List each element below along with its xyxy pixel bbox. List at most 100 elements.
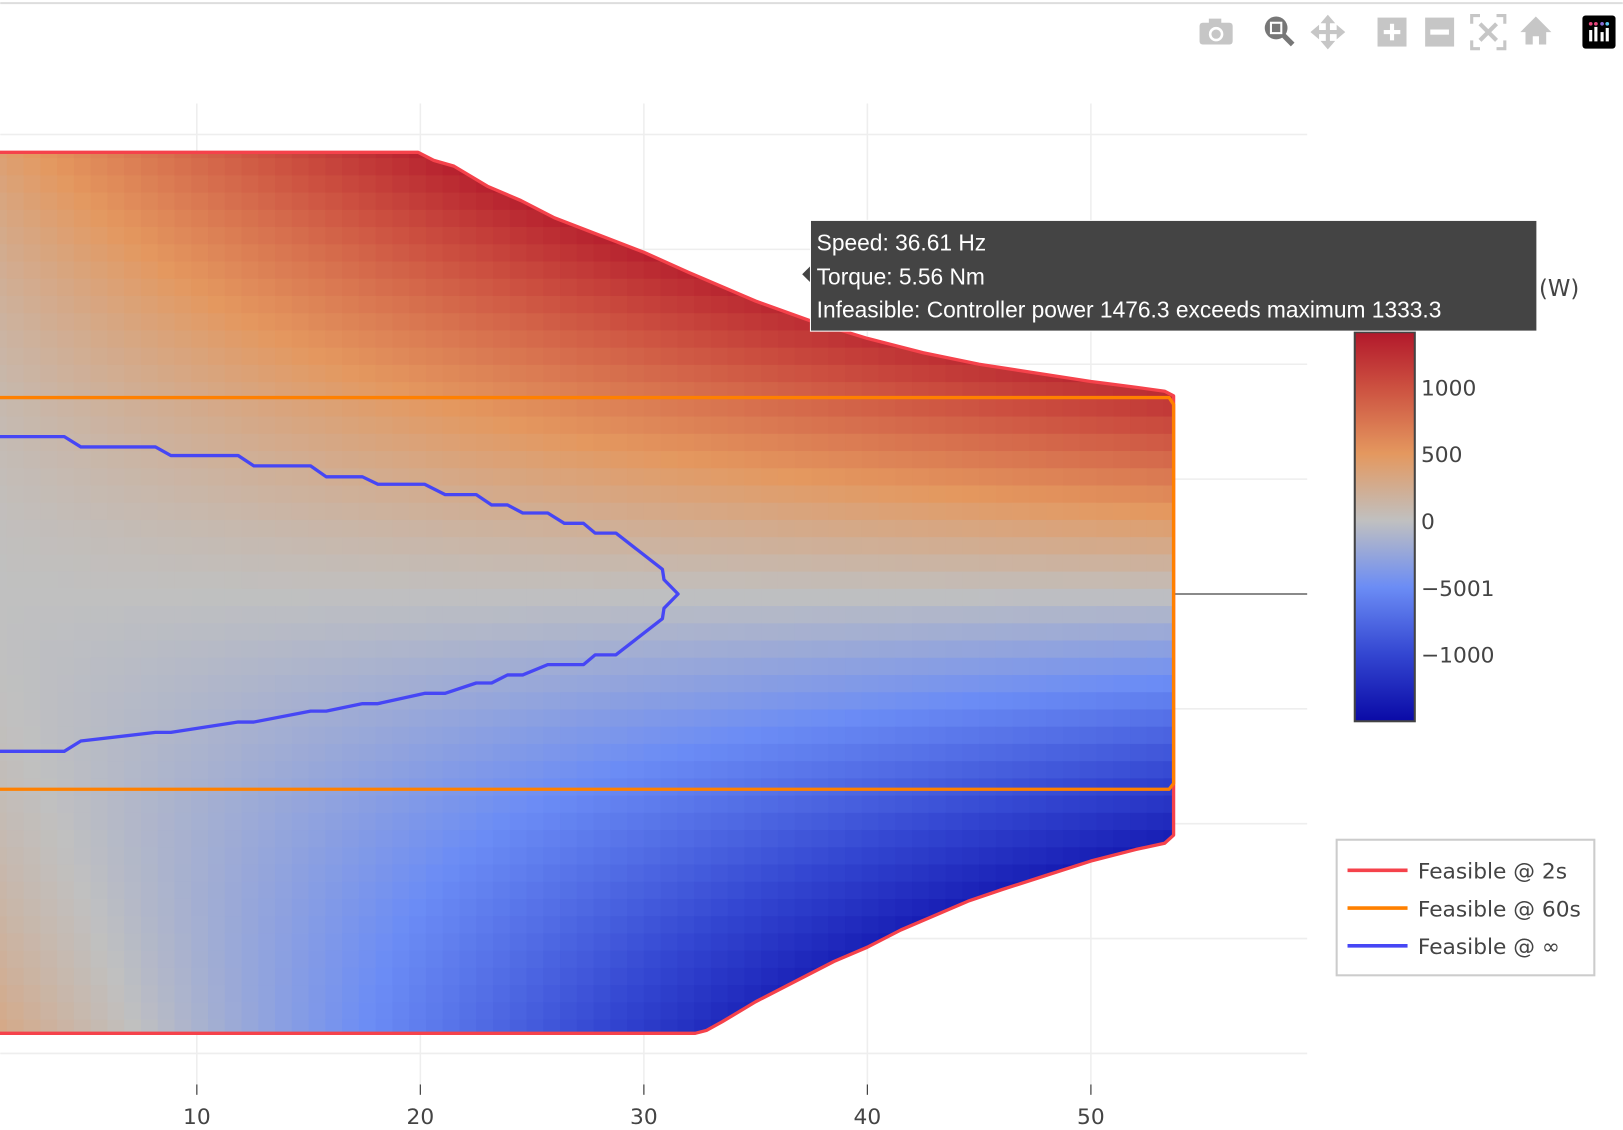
heatmap-cell bbox=[761, 123, 778, 141]
heatmap-cell bbox=[23, 519, 41, 538]
zoom-out-icon[interactable] bbox=[1425, 17, 1455, 47]
heatmap-cell bbox=[342, 829, 360, 848]
heatmap-cell bbox=[962, 846, 980, 865]
heatmap-cell bbox=[375, 829, 394, 848]
heatmap-cell bbox=[191, 467, 209, 486]
heatmap-cell bbox=[694, 829, 712, 848]
heatmap-cell bbox=[1146, 191, 1165, 210]
plotly-logo-icon[interactable] bbox=[1582, 15, 1616, 49]
heatmap-cell bbox=[710, 622, 729, 641]
heatmap-cell bbox=[157, 588, 176, 607]
heatmap-cell bbox=[979, 726, 997, 744]
heatmap-cell bbox=[878, 881, 896, 899]
legend-item-label: Feasible @ ∞ bbox=[1418, 935, 1560, 960]
heatmap-cell bbox=[376, 123, 393, 141]
heatmap-cell bbox=[291, 898, 310, 917]
heatmap-cell bbox=[828, 898, 846, 917]
heatmap-cell bbox=[459, 967, 477, 986]
heatmap-cell bbox=[107, 243, 125, 262]
heatmap-cell bbox=[6, 415, 25, 434]
home-icon[interactable] bbox=[1520, 16, 1552, 45]
heatmap-cell bbox=[191, 243, 209, 262]
heatmap-cell bbox=[694, 152, 712, 159]
heatmap-cell bbox=[0, 433, 8, 452]
heatmap-cell bbox=[543, 278, 561, 296]
heatmap-cell bbox=[1046, 708, 1064, 727]
heatmap-cell bbox=[73, 536, 92, 555]
heatmap-cell bbox=[23, 657, 41, 675]
heatmap-cell bbox=[6, 950, 25, 968]
heatmap-cell bbox=[777, 588, 796, 607]
heatmap-cell bbox=[710, 777, 729, 796]
heatmap-cell bbox=[90, 312, 109, 331]
heatmap-cell bbox=[777, 157, 796, 176]
heatmap-cell bbox=[828, 398, 846, 417]
heatmap-cell bbox=[1012, 743, 1031, 762]
heatmap-cell bbox=[761, 278, 779, 296]
heatmap-cell bbox=[409, 760, 427, 779]
pan-icon[interactable] bbox=[1310, 14, 1346, 50]
heatmap-cell bbox=[744, 743, 762, 762]
heatmap-cell bbox=[6, 932, 25, 951]
heatmap-cell bbox=[777, 622, 796, 641]
heatmap-cell bbox=[191, 123, 208, 141]
heatmap-cell bbox=[610, 622, 628, 641]
heatmap-cell bbox=[392, 708, 410, 727]
heatmap-cell bbox=[677, 674, 695, 693]
heatmap-cell bbox=[845, 743, 863, 762]
heatmap-cell bbox=[1029, 691, 1047, 710]
heatmap-cell bbox=[761, 881, 779, 899]
heatmap-cell bbox=[6, 484, 25, 503]
heatmap-cell bbox=[895, 639, 913, 658]
zoom-in-icon[interactable] bbox=[1377, 17, 1407, 47]
heatmap-cell bbox=[509, 622, 528, 641]
heatmap-cell bbox=[744, 674, 762, 693]
heatmap-cell bbox=[710, 243, 729, 262]
heatmap-cell bbox=[241, 152, 259, 159]
heatmap-cell bbox=[845, 691, 863, 710]
heatmap-cell bbox=[694, 777, 712, 796]
heatmap-cell bbox=[627, 329, 645, 348]
heatmap-cell bbox=[1062, 588, 1081, 607]
heatmap-cell bbox=[526, 967, 544, 986]
heatmap-cell bbox=[358, 536, 377, 555]
heatmap-cell bbox=[40, 605, 58, 624]
heatmap[interactable] bbox=[0, 123, 1198, 1037]
tooltip-status: Infeasible: Controller power 1476.3 exce… bbox=[817, 297, 1442, 323]
heatmap-cell bbox=[811, 381, 829, 400]
heatmap-cell bbox=[90, 915, 109, 934]
heatmap-cell bbox=[828, 536, 846, 555]
heatmap-cell bbox=[694, 915, 712, 934]
heatmap-cell bbox=[761, 915, 779, 934]
heatmap-cell bbox=[828, 553, 846, 572]
heatmap-cell bbox=[191, 1018, 209, 1034]
heatmap-cell bbox=[744, 278, 762, 296]
heatmap-cell bbox=[325, 243, 343, 262]
heatmap-cell bbox=[409, 191, 427, 210]
heatmap-cell bbox=[325, 571, 343, 589]
heatmap-cell bbox=[627, 191, 645, 210]
heatmap-cell bbox=[828, 915, 846, 934]
heatmap-cell bbox=[1046, 829, 1064, 848]
heatmap-cell bbox=[325, 174, 343, 193]
heatmap-cell bbox=[1113, 174, 1131, 193]
heatmap-cell bbox=[1163, 191, 1174, 210]
heatmap-cell bbox=[1029, 829, 1047, 848]
heatmap-cell bbox=[1029, 984, 1047, 1003]
heatmap-cell bbox=[928, 484, 947, 503]
autoscale-icon[interactable] bbox=[1470, 13, 1507, 51]
heatmap-cell bbox=[995, 967, 1014, 986]
heatmap-cell bbox=[1046, 502, 1064, 520]
zoom-icon[interactable] bbox=[1264, 16, 1295, 47]
heatmap-cell bbox=[1013, 123, 1030, 141]
heatmap-cell bbox=[140, 209, 159, 228]
heatmap-cell bbox=[895, 726, 913, 744]
heatmap-cell bbox=[761, 622, 779, 641]
heatmap-cell bbox=[140, 191, 159, 210]
heatmap-cell bbox=[627, 415, 645, 434]
heatmap-cell bbox=[777, 381, 796, 400]
camera-icon[interactable] bbox=[1199, 18, 1233, 45]
heatmap-cell bbox=[576, 605, 595, 624]
heatmap-cell bbox=[107, 1001, 125, 1020]
heatmap-cell bbox=[73, 829, 92, 848]
